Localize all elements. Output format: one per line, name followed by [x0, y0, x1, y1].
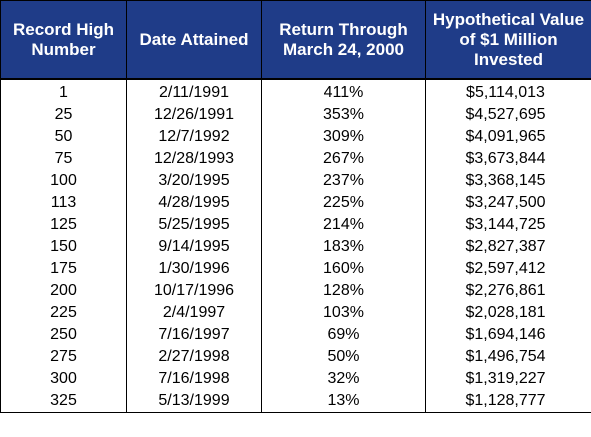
header-return-through: Return Through March 24, 2000 — [261, 0, 426, 80]
return-cell: 237% — [261, 170, 426, 192]
record-high-number-cell: 75 — [0, 148, 127, 170]
value-cell: $1,319,227 — [425, 368, 591, 390]
date-attained-cell: 12/7/1992 — [126, 126, 262, 148]
date-attained-cell: 2/4/1997 — [126, 302, 262, 324]
value-cell: $2,028,181 — [425, 302, 591, 324]
table-row: 113 4/28/1995 225% $3,247,500 — [0, 192, 591, 214]
table-row: 25 12/26/1991 353% $4,527,695 — [0, 104, 591, 126]
return-cell: 267% — [261, 148, 426, 170]
record-high-number-cell: 150 — [0, 236, 127, 258]
table-row: 75 12/28/1993 267% $3,673,844 — [0, 148, 591, 170]
return-cell: 309% — [261, 126, 426, 148]
return-cell: 13% — [261, 390, 426, 413]
value-cell: $3,247,500 — [425, 192, 591, 214]
record-high-number-cell: 1 — [0, 79, 127, 104]
table-row: 175 1/30/1996 160% $2,597,412 — [0, 258, 591, 280]
record-high-number-cell: 300 — [0, 368, 127, 390]
return-cell: 69% — [261, 324, 426, 346]
value-cell: $1,496,754 — [425, 346, 591, 368]
table-row: 1 2/11/1991 411% $5,114,013 — [0, 79, 591, 104]
date-attained-cell: 5/25/1995 — [126, 214, 262, 236]
date-attained-cell: 5/13/1999 — [126, 390, 262, 413]
header-row: Record High Number Date Attained Return … — [0, 0, 591, 80]
return-cell: 225% — [261, 192, 426, 214]
record-high-number-cell: 100 — [0, 170, 127, 192]
date-attained-cell: 7/16/1998 — [126, 368, 262, 390]
date-attained-cell: 4/28/1995 — [126, 192, 262, 214]
return-cell: 160% — [261, 258, 426, 280]
record-high-number-cell: 125 — [0, 214, 127, 236]
value-cell: $3,368,145 — [425, 170, 591, 192]
value-cell: $2,597,412 — [425, 258, 591, 280]
date-attained-cell: 3/20/1995 — [126, 170, 262, 192]
date-attained-cell: 12/26/1991 — [126, 104, 262, 126]
table-row: 250 7/16/1997 69% $1,694,146 — [0, 324, 591, 346]
value-cell: $3,673,844 — [425, 148, 591, 170]
date-attained-cell: 2/27/1998 — [126, 346, 262, 368]
return-cell: 353% — [261, 104, 426, 126]
table-body: 1 2/11/1991 411% $5,114,013 25 12/26/1991 353%… — [0, 79, 591, 413]
table-row: 300 7/16/1998 32% $1,319,227 — [0, 368, 591, 390]
return-cell: 103% — [261, 302, 426, 324]
header-hypothetical-value: Hypothetical Value of $1 Million Investe… — [425, 0, 591, 80]
table-row: 275 2/27/1998 50% $1,496,754 — [0, 346, 591, 368]
table-row: 100 3/20/1995 237% $3,368,145 — [0, 170, 591, 192]
record-high-number-cell: 50 — [0, 126, 127, 148]
return-cell: 128% — [261, 280, 426, 302]
record-highs-table: Record High Number Date Attained Return … — [0, 0, 591, 413]
value-cell: $2,827,387 — [425, 236, 591, 258]
record-high-number-cell: 175 — [0, 258, 127, 280]
header-record-high-number: Record High Number — [0, 0, 127, 80]
date-attained-cell: 1/30/1996 — [126, 258, 262, 280]
record-high-number-cell: 200 — [0, 280, 127, 302]
table-row: 325 5/13/1999 13% $1,128,777 — [0, 390, 591, 413]
table-row: 150 9/14/1995 183% $2,827,387 — [0, 236, 591, 258]
header-date-attained: Date Attained — [126, 0, 262, 80]
value-cell: $5,114,013 — [425, 79, 591, 104]
value-cell: $1,694,146 — [425, 324, 591, 346]
table-row: 225 2/4/1997 103% $2,028,181 — [0, 302, 591, 324]
return-cell: 183% — [261, 236, 426, 258]
record-high-number-cell: 250 — [0, 324, 127, 346]
return-cell: 50% — [261, 346, 426, 368]
table-row: 125 5/25/1995 214% $3,144,725 — [0, 214, 591, 236]
date-attained-cell: 7/16/1997 — [126, 324, 262, 346]
record-high-number-cell: 113 — [0, 192, 127, 214]
record-high-number-cell: 275 — [0, 346, 127, 368]
value-cell: $2,276,861 — [425, 280, 591, 302]
value-cell: $4,527,695 — [425, 104, 591, 126]
value-cell: $1,128,777 — [425, 390, 591, 413]
value-cell: $4,091,965 — [425, 126, 591, 148]
table-row: 50 12/7/1992 309% $4,091,965 — [0, 126, 591, 148]
record-high-number-cell: 25 — [0, 104, 127, 126]
value-cell: $3,144,725 — [425, 214, 591, 236]
table-row: 200 10/17/1996 128% $2,276,861 — [0, 280, 591, 302]
date-attained-cell: 12/28/1993 — [126, 148, 262, 170]
date-attained-cell: 2/11/1991 — [126, 79, 262, 104]
record-high-number-cell: 225 — [0, 302, 127, 324]
return-cell: 411% — [261, 79, 426, 104]
date-attained-cell: 10/17/1996 — [126, 280, 262, 302]
date-attained-cell: 9/14/1995 — [126, 236, 262, 258]
record-high-number-cell: 325 — [0, 390, 127, 413]
return-cell: 214% — [261, 214, 426, 236]
return-cell: 32% — [261, 368, 426, 390]
